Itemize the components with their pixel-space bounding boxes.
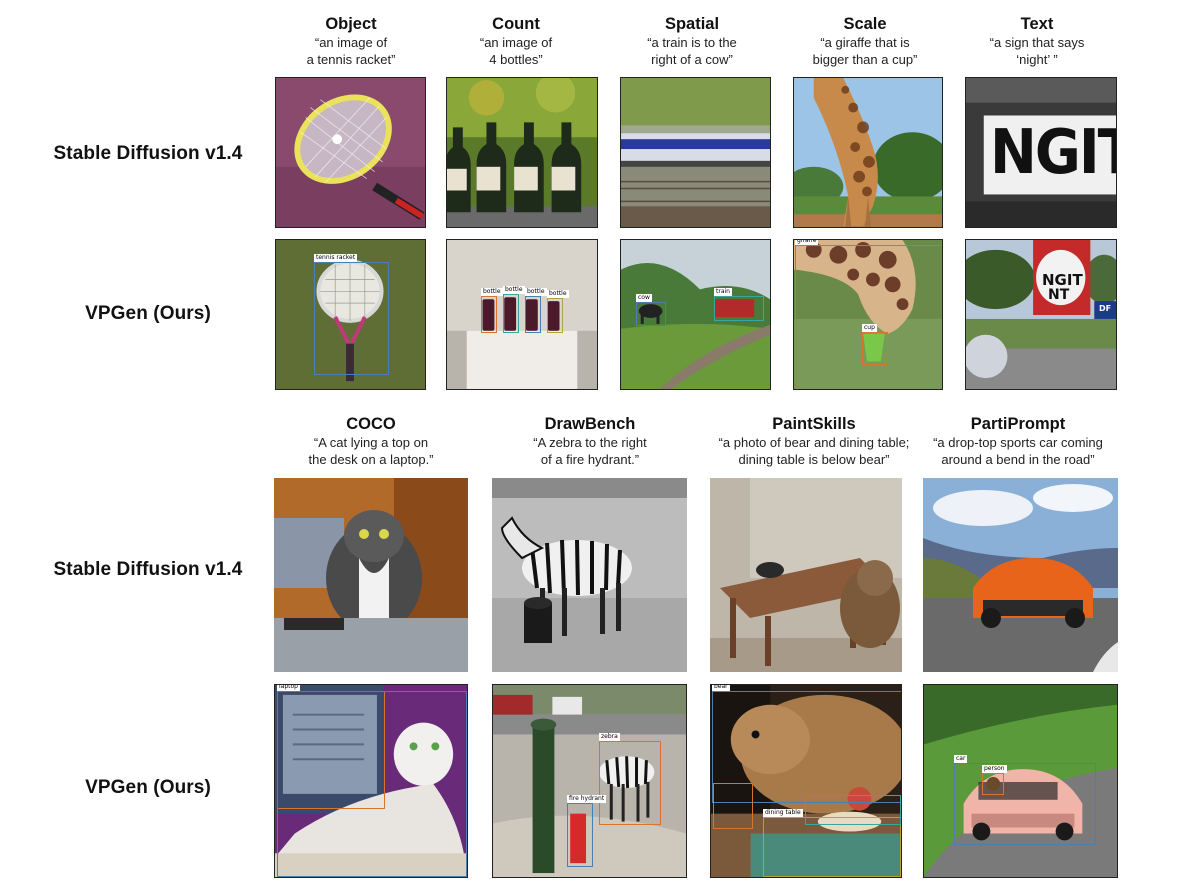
sd-coco-image [274,478,468,672]
bbox-bear: bear [712,685,901,803]
col-prompt: “a giraffe that is [820,35,910,50]
row-label-vpgen-top: VPGen (Ours) [85,303,211,324]
col-prompt: “an image of [314,35,388,50]
bbox-cow: cow [636,294,666,326]
bbox-label: fire hydrant [567,795,607,803]
bbox-tennis-racket: tennis racket [314,254,389,375]
col-head-spatial: Spatial “a train is to the right of a co… [613,14,771,68]
bbox-label: zebra [599,733,620,741]
col-title: COCO [346,415,396,433]
col-title: Count [492,15,540,33]
bbox-label: train [714,288,732,296]
col-head-paintskills: PaintSkills “a photo of bear and dining … [696,414,932,468]
vp-spatial-image: cow train [620,239,771,390]
vp-coco-image: laptop [274,684,468,878]
bbox-zebra: zebra [599,733,661,825]
bbox-cup: cup [862,324,888,365]
sd-tennis-image [275,77,426,228]
bbox-label: tennis racket [314,254,358,262]
col-title: Spatial [664,15,720,33]
bbox-label: bear [712,684,730,691]
bbox-label: cup [862,324,877,332]
bbox-label: dining table [763,809,803,817]
bbox-fire-hydrant: fire hydrant [567,795,607,867]
col-head-partiprompt: PartiPrompt “a drop-top sports car comin… [912,414,1124,468]
bbox-cat [277,691,467,877]
vp-partiprompt-image: car person [923,684,1118,878]
bbox-label: cow [636,294,652,302]
col-title: Scale [843,15,887,33]
bbox-bottle: bottle [481,288,503,333]
col-prompt: 4 bottles” [489,52,543,67]
col-prompt: around a bend in the road” [941,452,1095,467]
col-prompt: right of a cow” [651,52,733,67]
bbox-label: laptop [277,684,300,691]
col-prompt: dining table is below bear” [738,452,890,467]
bbox-label: bottle [525,288,547,296]
vp-tennis-image: tennis racket [275,239,426,390]
col-title: PartiPrompt [970,415,1066,433]
col-prompt: a tennis racket” [306,52,396,67]
bbox-train: train [714,288,764,321]
col-title: Text [1020,15,1054,33]
sd-paintskills-image [710,478,902,672]
bbox-label: person [982,765,1007,773]
vp-sign-text-line2: NT [1048,287,1070,303]
vp-paintskills-image: bear dining table [710,684,902,878]
col-prompt: the desk on a laptop.” [308,452,434,467]
col-title: DrawBench [544,415,636,433]
sd-drawbench-image [492,478,687,672]
col-prompt: of a fire hydrant.” [540,452,640,467]
bbox-dining-table: dining table [763,809,901,877]
col-prompt: ‘night’ ” [1016,52,1058,67]
row-label-sd-bottom: Stable Diffusion v1.4 [53,559,243,580]
sd-bottles-image [446,77,598,228]
col-prompt: “a train is to the [647,35,737,50]
vp-drawbench-image: zebra fire hydrant [492,684,687,878]
col-head-drawbench: DrawBench “A zebra to the right of a fir… [484,414,696,468]
bbox-misc [805,795,901,825]
col-prompt: “a drop-top sports car coming [933,435,1103,450]
bbox-label: bottle [547,290,569,298]
col-prompt: “a photo of bear and dining table; [718,435,910,450]
col-prompt: “a sign that says [989,35,1085,50]
bbox-misc [713,783,753,829]
sd-sign-image: NGIT [965,77,1117,228]
col-head-count: Count “an image of 4 bottles” [440,14,592,68]
sd-sign-text: NGIT [990,116,1116,189]
bbox-bottle: bottle [503,286,525,333]
bbox-giraffe: giraffe [795,240,942,389]
vp-scale-image: giraffe cup [793,239,943,390]
bbox-label: giraffe [795,239,819,245]
row-label-sd-top: Stable Diffusion v1.4 [53,143,243,164]
bbox-car: car [954,755,1096,845]
bbox-person: person [982,765,1007,795]
col-prompt: “A zebra to the right [533,435,647,450]
sd-giraffe-image [793,77,943,228]
col-head-text: Text “a sign that says ‘night’ ” [958,14,1116,68]
col-prompt: bigger than a cup” [812,52,918,67]
bbox-bottle: bottle [525,288,547,333]
col-title: Object [325,15,377,33]
col-head-object: Object “an image of a tennis racket” [275,14,427,68]
vp-bottles-image: bottle bottle bottle bottle [446,239,598,390]
bbox-label: bottle [503,286,525,294]
col-prompt: “an image of [479,35,553,50]
row-label-vpgen-bottom: VPGen (Ours) [85,777,211,798]
bbox-label: bottle [481,288,503,296]
vp-sign-image: NGIT NT DF [965,239,1117,390]
bbox-bottle: bottle [547,290,569,333]
bbox-label: car [954,755,968,763]
sd-train-image [620,77,771,228]
vp-sign-text-small: DF [1099,304,1112,313]
col-prompt: “A cat lying a top on [313,435,429,450]
sd-partiprompt-image [923,478,1118,672]
vp-sign-text-line1: NGIT [1042,271,1083,289]
col-title: PaintSkills [772,415,856,433]
col-head-coco: COCO “A cat lying a top on the desk on a… [265,414,477,468]
col-head-scale: Scale “a giraffe that is bigger than a c… [786,14,944,68]
